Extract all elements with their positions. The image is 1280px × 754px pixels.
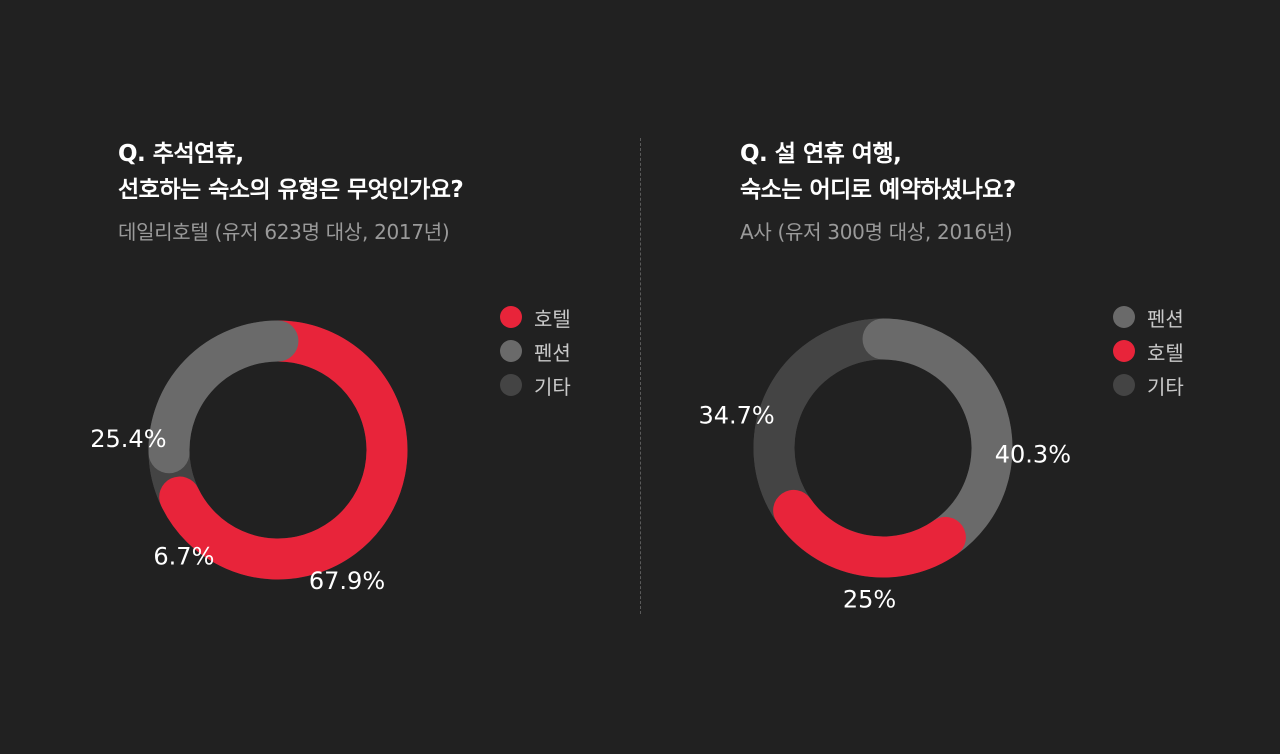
legend-swatch xyxy=(1113,340,1135,362)
legend-label: 호텔 xyxy=(1147,340,1184,365)
legend-label: 호텔 xyxy=(534,306,571,331)
donut-slice xyxy=(773,489,966,578)
donut-slice xyxy=(862,318,1013,558)
survey-source: A사 (유저 300명 대상, 2016년) xyxy=(740,220,1013,244)
slice-value-label: 25% xyxy=(843,585,896,613)
legend-item-other: 기타 xyxy=(500,368,571,402)
legend-label: 기타 xyxy=(534,374,571,399)
legend-swatch xyxy=(1113,306,1135,328)
legend-item-hotel: 호텔 xyxy=(1113,334,1184,368)
survey-source: 데일리호텔 (유저 623명 대상, 2017년) xyxy=(118,220,450,244)
legend-item-other: 기타 xyxy=(1113,368,1184,402)
donut-slice xyxy=(148,320,299,474)
legend-label: 펜션 xyxy=(1147,306,1184,331)
chart-legend: 호텔 펜션 기타 xyxy=(500,300,571,402)
donut-chart: 67.9% 25.4% 6.7% xyxy=(90,320,408,595)
question-title-line-2: 선호하는 숙소의 유형은 무엇인가요? xyxy=(118,177,464,203)
legend-item-hotel: 호텔 xyxy=(500,300,571,334)
donut-slice xyxy=(753,318,884,523)
legend-swatch xyxy=(500,306,522,328)
panel-divider xyxy=(640,138,641,614)
chart-panel-left: Q. 추석연휴, 선호하는 숙소의 유형은 무엇인가요? 데일리호텔 (유저 6… xyxy=(90,136,571,595)
donut-slice xyxy=(159,320,408,580)
question-title-line-1: Q. 설 연휴 여행, xyxy=(740,141,902,167)
legend-item-pension: 펜션 xyxy=(1113,300,1184,334)
legend-item-pension: 펜션 xyxy=(500,334,571,368)
slice-value-label: 40.3% xyxy=(995,441,1071,469)
chart-legend: 펜션 호텔 기타 xyxy=(1113,300,1184,402)
chart-panel-right: Q. 설 연휴 여행, 숙소는 어디로 예약하셨나요? A사 (유저 300명 … xyxy=(640,0,1280,754)
slice-value-label: 67.9% xyxy=(309,567,385,595)
legend-swatch xyxy=(500,340,522,362)
legend-swatch xyxy=(500,374,522,396)
slice-value-label: 6.7% xyxy=(153,542,214,570)
question-title: Q. 추석연휴, 선호하는 숙소의 유형은 무엇인가요? xyxy=(118,136,464,208)
question-title-line-2: 숙소는 어디로 예약하셨나요? xyxy=(740,177,1016,203)
slice-value-label: 25.4% xyxy=(90,425,166,453)
question-title-line-1: Q. 추석연휴, xyxy=(118,141,244,167)
question-title: Q. 설 연휴 여행, 숙소는 어디로 예약하셨나요? xyxy=(740,136,1016,208)
legend-label: 펜션 xyxy=(534,340,571,365)
legend-swatch xyxy=(1113,374,1135,396)
legend-label: 기타 xyxy=(1147,374,1184,399)
slice-value-label: 34.7% xyxy=(698,401,774,429)
donut-chart: 40.3% 25% 34.7% xyxy=(698,318,1071,613)
